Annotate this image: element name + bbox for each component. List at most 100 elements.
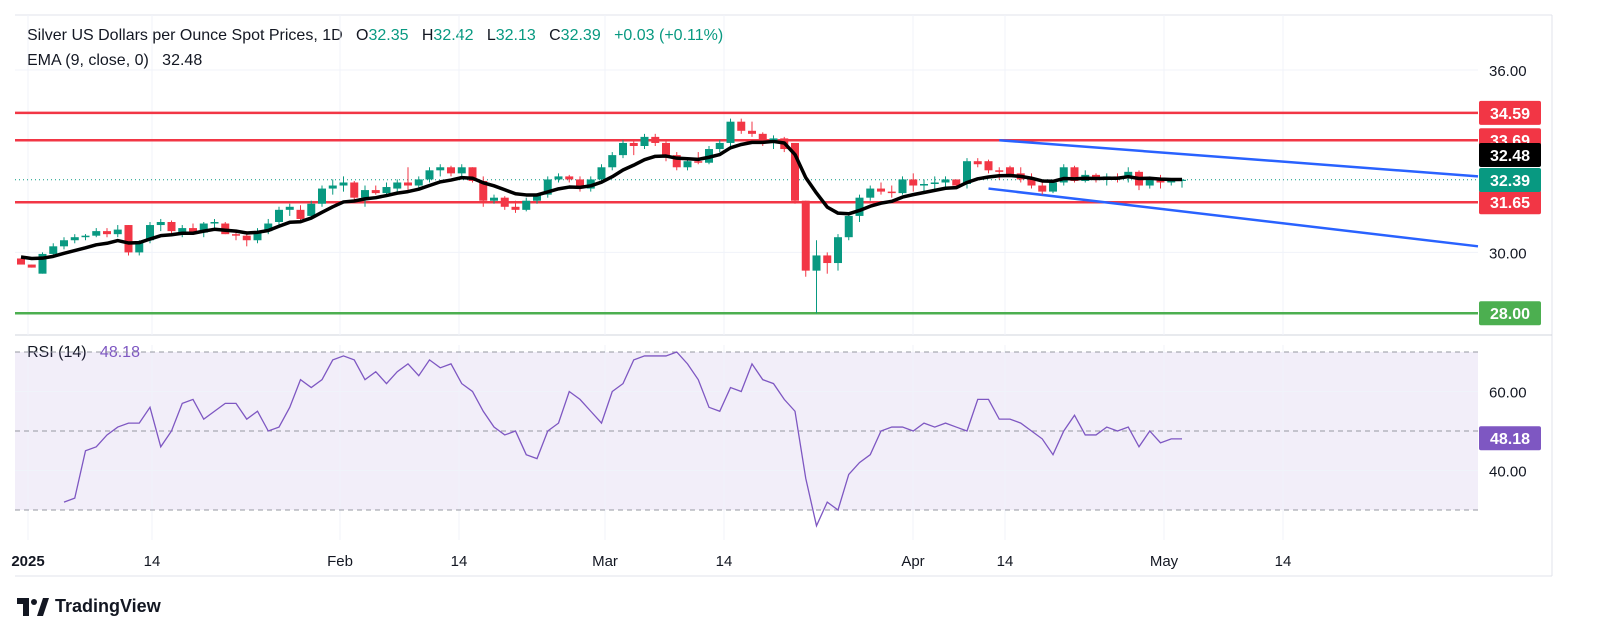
candle-body: [393, 182, 402, 189]
candle-body: [995, 170, 1004, 172]
candle-body: [500, 197, 509, 207]
candle-body: [103, 231, 111, 235]
candle-body: [210, 222, 219, 224]
candle-body: [27, 264, 36, 268]
time-tick-label: Feb: [327, 553, 353, 570]
time-tick-label: 14: [451, 553, 468, 570]
candle-body: [834, 237, 842, 264]
price-tick-label: 30.00: [1489, 245, 1527, 262]
time-tick-label: 14: [1275, 553, 1292, 570]
candle-body: [156, 222, 165, 226]
candle-body: [447, 167, 455, 174]
candle-body: [371, 190, 380, 194]
candle-body: [694, 161, 703, 163]
open-value: 32.35: [368, 27, 409, 44]
candle-body: [81, 235, 90, 238]
candle-body: [984, 161, 993, 171]
candle-body: [662, 142, 670, 156]
rsi-tick-label: 60.00: [1489, 385, 1527, 402]
rsi-line: [63, 351, 1182, 528]
candle-body: [146, 225, 154, 241]
ema-price-tag: 32.48: [1490, 148, 1530, 165]
candle-body: [189, 228, 197, 233]
candle-body: [1038, 185, 1047, 192]
candle-body: [275, 209, 283, 222]
level-price-tag-bg: [1479, 190, 1541, 215]
rsi-label: RSI (14): [27, 344, 87, 361]
candle-body: [597, 167, 606, 180]
candle-body: [855, 197, 864, 216]
candle-body: [124, 225, 133, 253]
candle-body: [1167, 180, 1176, 183]
close-label: C: [549, 27, 561, 44]
candle-body: [404, 182, 412, 186]
time-tick-label: 14: [144, 553, 161, 570]
candle-body: [479, 180, 488, 201]
low-value: 32.13: [495, 27, 536, 44]
candle-body: [511, 206, 520, 210]
candle-body: [199, 223, 208, 233]
time-tick-label: May: [1150, 553, 1179, 570]
candle-body: [264, 223, 273, 232]
candle-body: [17, 258, 25, 265]
candle-body: [629, 142, 638, 146]
candle-body: [232, 234, 240, 236]
candle-body: [930, 182, 939, 184]
change-value: +0.03 (+0.11%): [614, 27, 724, 44]
candle-body: [898, 179, 907, 194]
candle-body: [253, 231, 262, 241]
candle-body: [715, 142, 724, 150]
ema-price-tag-bg: [1479, 143, 1541, 167]
candle-body: [565, 176, 574, 180]
candle-body: [543, 179, 552, 195]
tradingview-brand-text: TradingView: [55, 596, 161, 616]
candle-body: [909, 179, 918, 186]
candle-body: [758, 133, 767, 143]
candle-body: [866, 188, 875, 198]
candle-body: [242, 235, 251, 241]
candle-body: [49, 246, 58, 254]
candle-body: [554, 176, 563, 180]
candle-body: [651, 136, 660, 143]
rsi-legend: RSI (14) 48.18: [27, 344, 140, 362]
candle-body: [1049, 182, 1057, 192]
time-tick-label: Mar: [592, 553, 618, 570]
candle-body: [436, 167, 445, 171]
candle-body: [887, 191, 896, 194]
high-value: 32.42: [433, 27, 474, 44]
candle-body: [1124, 171, 1133, 178]
level-price-tag-bg: [1479, 100, 1541, 125]
candle-body: [490, 197, 498, 201]
level-price-tag: 34.59: [1490, 106, 1530, 123]
candle-body: [1059, 167, 1068, 183]
candle-body: [382, 187, 391, 194]
candle-body: [296, 209, 305, 219]
ema-label: EMA (9, close, 0): [27, 52, 149, 69]
rsi-tick-label: 40.00: [1489, 464, 1527, 481]
candle-body: [1145, 177, 1154, 186]
candle-body: [640, 136, 649, 146]
candle-body: [737, 121, 746, 131]
candle-body: [823, 255, 832, 264]
candle-body: [963, 161, 971, 184]
tradingview-branding[interactable]: TradingView: [17, 596, 161, 617]
candle-body: [60, 240, 68, 247]
candle-body: [339, 182, 348, 186]
candle-body: [683, 161, 692, 168]
high-label: H: [421, 27, 434, 44]
last-price-tag-bg: [1479, 168, 1541, 192]
rsi-value: 48.18: [99, 344, 140, 361]
candle-body: [1070, 167, 1079, 181]
candle-body: [726, 121, 735, 143]
candle-body: [70, 237, 79, 241]
candle-body: [1027, 179, 1036, 186]
candle-body: [38, 253, 47, 274]
candle-body: [113, 229, 122, 235]
time-tick-label: 14: [716, 553, 733, 570]
candle-body: [167, 222, 176, 232]
price-tick-label: 36.00: [1489, 63, 1527, 80]
candle-body: [361, 190, 369, 198]
candle-body: [425, 170, 434, 180]
candle-body: [576, 179, 584, 189]
